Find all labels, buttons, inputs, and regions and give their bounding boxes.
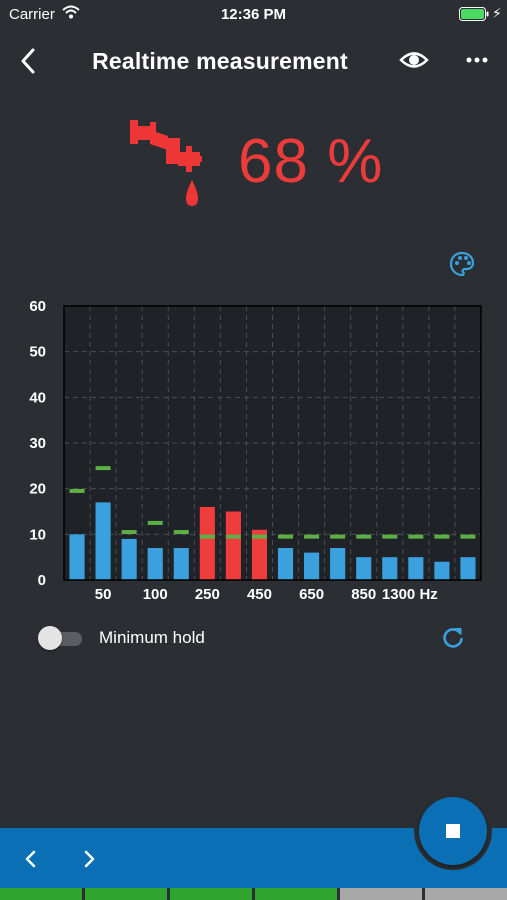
x-tick-label: 1300 Hz — [382, 586, 438, 603]
threshold-marker — [147, 520, 163, 525]
threshold-marker — [408, 534, 424, 539]
palette-icon[interactable] — [448, 250, 476, 278]
x-tick-label: 450 — [247, 586, 272, 603]
progress-segment — [170, 888, 252, 900]
threshold-marker — [225, 534, 241, 539]
y-tick-label: 40 — [29, 389, 46, 406]
minimum-hold-label: Minimum hold — [99, 628, 205, 647]
wifi-icon — [62, 5, 80, 19]
chart-bar — [225, 511, 241, 580]
chart-bar — [356, 557, 372, 580]
threshold-marker — [199, 534, 215, 539]
x-tick-label: 650 — [299, 586, 324, 603]
progress-segment — [425, 888, 507, 900]
eye-icon[interactable] — [398, 46, 430, 74]
y-tick-label: 50 — [29, 344, 46, 361]
x-tick-label: 100 — [143, 586, 168, 603]
threshold-marker — [434, 534, 450, 539]
nav-bar: Realtime measurement — [0, 36, 507, 86]
chart-bar — [408, 557, 424, 580]
progress-segment — [340, 888, 422, 900]
charging-icon: ⚡ — [492, 5, 502, 21]
chart-bar — [330, 548, 346, 580]
chart-bar — [304, 552, 320, 580]
chart-bar — [173, 548, 189, 580]
next-chevron-icon[interactable] — [78, 848, 100, 870]
y-tick-label: 10 — [29, 526, 46, 543]
chart-bar — [251, 529, 268, 580]
threshold-marker — [121, 530, 137, 535]
page-title: Realtime measurement — [92, 48, 348, 74]
x-tick-label: 250 — [195, 586, 220, 603]
x-tick-label: 50 — [95, 586, 112, 603]
threshold-marker — [356, 534, 372, 539]
chart-bar — [95, 502, 111, 580]
y-tick-label: 0 — [38, 572, 46, 589]
chart-bar — [460, 557, 476, 580]
y-tick-label: 30 — [29, 435, 46, 452]
progress-strip — [0, 888, 507, 900]
toggle-knob — [38, 626, 62, 650]
threshold-marker — [460, 534, 476, 539]
previous-chevron-icon[interactable] — [20, 848, 42, 870]
spectrum-chart: 0 10 20 30 40 50 60 50 100 250 450 650 850 1300 Hz — [29, 298, 482, 603]
progress-segment — [255, 888, 337, 900]
stop-measurement-button[interactable] — [419, 797, 487, 865]
threshold-marker — [278, 534, 294, 539]
y-tick-label: 20 — [29, 481, 46, 498]
threshold-marker — [95, 466, 111, 471]
stop-icon — [446, 824, 460, 838]
status-bar: Carrier 12:36 PM ⚡ — [0, 0, 507, 28]
clock: 12:36 PM — [220, 6, 287, 23]
chart-bar — [199, 506, 215, 580]
progress-segment — [0, 888, 82, 900]
dripping-pipe-icon — [130, 120, 202, 206]
leak-percentage: 68 % — [238, 127, 384, 196]
chart-bar — [147, 548, 163, 580]
threshold-marker — [382, 534, 398, 539]
back-chevron-icon[interactable] — [14, 44, 44, 78]
plot-border — [63, 305, 482, 581]
refresh-icon[interactable] — [440, 625, 466, 651]
threshold-marker — [251, 534, 267, 539]
x-tick-label: 850 — [351, 586, 376, 603]
chart-bar — [69, 534, 85, 580]
chart-bar — [434, 561, 450, 580]
threshold-marker — [173, 530, 189, 535]
more-horizontal-icon[interactable] — [464, 46, 490, 74]
progress-segment — [85, 888, 167, 900]
y-tick-label: 60 — [29, 298, 46, 315]
threshold-marker — [330, 534, 346, 539]
threshold-marker — [304, 534, 320, 539]
chart-bar — [277, 548, 294, 580]
chart-bar — [121, 538, 137, 580]
chart-bar — [382, 557, 398, 580]
battery-icon — [459, 7, 489, 21]
carrier-label: Carrier — [9, 6, 55, 23]
threshold-marker — [69, 488, 85, 493]
minimum-hold-toggle[interactable] — [38, 626, 84, 650]
